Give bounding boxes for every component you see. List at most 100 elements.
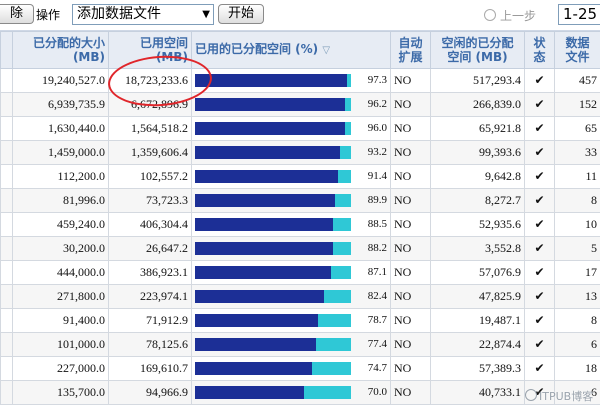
row-selector[interactable] bbox=[0, 164, 13, 189]
row-selector[interactable] bbox=[0, 332, 13, 357]
table-row[interactable]: 1,630,440.0 1,564,518.2 96.0 NO 65,921.8 ✔ 65 bbox=[0, 116, 600, 141]
usage-bar-fill bbox=[195, 386, 304, 399]
row-selector[interactable] bbox=[0, 260, 13, 285]
remove-button[interactable]: 除 bbox=[0, 4, 34, 24]
table-row[interactable]: 444,000.0 386,923.1 87.1 NO 57,076.9 ✔ 17 bbox=[0, 260, 600, 285]
table-row[interactable]: 271,800.0 223,974.1 82.4 NO 47,825.9 ✔ 13 bbox=[0, 284, 600, 309]
datafiles-cell[interactable]: 5 bbox=[554, 236, 600, 261]
row-selector[interactable] bbox=[0, 236, 13, 261]
column-header-used-space[interactable]: 已用空间 (MB) bbox=[108, 31, 192, 69]
page-range-select[interactable]: 1-25 bbox=[558, 4, 600, 25]
used-space-cell: 406,304.4 bbox=[108, 212, 192, 237]
column-header-datafiles[interactable]: 数据 文件 bbox=[554, 31, 600, 69]
free-allocated-cell: 266,839.0 bbox=[430, 92, 525, 117]
table-row[interactable]: 19,240,527.0 18,723,233.6 97.3 NO 517,293.4 ✔… bbox=[0, 68, 600, 93]
used-pct-value: 91.4 bbox=[367, 170, 387, 182]
free-allocated-title-1: 空闲的已分配 bbox=[441, 36, 514, 50]
table-row[interactable]: 101,000.0 78,125.6 77.4 NO 22,874.4 ✔ 6 bbox=[0, 332, 600, 357]
column-header-status[interactable]: 状 态 bbox=[524, 31, 555, 69]
start-button[interactable]: 开始 bbox=[218, 4, 264, 24]
check-icon: ✔ bbox=[534, 97, 545, 111]
datafiles-cell[interactable]: 33 bbox=[554, 140, 600, 165]
datafiles-cell[interactable]: 65 bbox=[554, 116, 600, 141]
table-row[interactable]: 135,700.0 94,966.9 70.0 NO 40,733.1 ✔ 6 bbox=[0, 380, 600, 405]
used-space-cell: 6,672,896.9 bbox=[108, 92, 192, 117]
status-cell: ✔ bbox=[524, 68, 555, 93]
used-pct-value: 82.4 bbox=[367, 290, 387, 302]
watermark-text: ITPUB博客 bbox=[539, 390, 594, 403]
column-header-auto-extend[interactable]: 自动 扩展 bbox=[390, 31, 431, 69]
table-row[interactable]: 91,400.0 71,912.9 78.7 NO 19,487.1 ✔ 8 bbox=[0, 308, 600, 333]
used-space-cell: 386,923.1 bbox=[108, 260, 192, 285]
row-selector[interactable] bbox=[0, 380, 13, 405]
column-header-allocated-size[interactable]: 已分配的大小 (MB) bbox=[12, 31, 109, 69]
prev-step-link[interactable]: 上一步 bbox=[484, 7, 536, 24]
auto-extend-title-1: 自动 bbox=[398, 36, 423, 50]
used-pct-value: 88.2 bbox=[367, 242, 387, 254]
row-selector[interactable] bbox=[0, 68, 13, 93]
used-space-cell: 1,359,606.4 bbox=[108, 140, 192, 165]
used-pct-value: 87.1 bbox=[367, 266, 387, 278]
datafiles-cell[interactable]: 457 bbox=[554, 68, 600, 93]
used-space-unit: (MB) bbox=[155, 50, 188, 64]
datafiles-cell[interactable]: 18 bbox=[554, 356, 600, 381]
check-icon: ✔ bbox=[534, 169, 545, 183]
row-selector[interactable] bbox=[0, 140, 13, 165]
free-allocated-cell: 99,393.6 bbox=[430, 140, 525, 165]
datafiles-cell[interactable]: 152 bbox=[554, 92, 600, 117]
check-icon: ✔ bbox=[534, 145, 545, 159]
check-icon: ✔ bbox=[534, 265, 545, 279]
check-icon: ✔ bbox=[534, 217, 545, 231]
datafiles-cell[interactable]: 17 bbox=[554, 260, 600, 285]
datafiles-cell[interactable]: 10 bbox=[554, 212, 600, 237]
row-selector[interactable] bbox=[0, 188, 13, 213]
allocated-size-cell: 1,459,000.0 bbox=[12, 140, 109, 165]
status-cell: ✔ bbox=[524, 140, 555, 165]
table-row[interactable]: 459,240.0 406,304.4 88.5 NO 52,935.6 ✔ 10 bbox=[0, 212, 600, 237]
used-pct-value: 77.4 bbox=[367, 338, 387, 350]
column-header-used-pct[interactable]: 已用的已分配空间 (%) ▽ bbox=[191, 31, 391, 69]
action-label: 操作 bbox=[36, 8, 61, 22]
status-cell: ✔ bbox=[524, 308, 555, 333]
used-pct-cell: 82.4 bbox=[191, 284, 391, 309]
table-row[interactable]: 6,939,735.9 6,672,896.9 96.2 NO 266,839.0 ✔ 15… bbox=[0, 92, 600, 117]
used-pct-cell: 88.2 bbox=[191, 236, 391, 261]
datafiles-cell[interactable]: 11 bbox=[554, 164, 600, 189]
allocated-size-cell: 444,000.0 bbox=[12, 260, 109, 285]
select-column-header bbox=[0, 31, 13, 69]
free-allocated-cell: 9,642.8 bbox=[430, 164, 525, 189]
datafiles-cell[interactable]: 13 bbox=[554, 284, 600, 309]
row-selector[interactable] bbox=[0, 284, 13, 309]
used-pct-cell: 93.2 bbox=[191, 140, 391, 165]
datafiles-cell[interactable]: 8 bbox=[554, 188, 600, 213]
table-row[interactable]: 1,459,000.0 1,359,606.4 93.2 NO 99,393.6 ✔ 33 bbox=[0, 140, 600, 165]
row-selector[interactable] bbox=[0, 356, 13, 381]
datafiles-cell[interactable]: 6 bbox=[554, 380, 600, 405]
row-selector[interactable] bbox=[0, 116, 13, 141]
row-selector[interactable] bbox=[0, 212, 13, 237]
usage-bar-fill bbox=[195, 338, 316, 351]
row-selector[interactable] bbox=[0, 92, 13, 117]
action-select-value: 添加数据文件 bbox=[77, 6, 161, 22]
table-row[interactable]: 30,200.0 26,647.2 88.2 NO 3,552.8 ✔ 5 bbox=[0, 236, 600, 261]
used-space-cell: 1,564,518.2 bbox=[108, 116, 192, 141]
table-row[interactable]: 227,000.0 169,610.7 74.7 NO 57,389.3 ✔ 18 bbox=[0, 356, 600, 381]
allocated-size-cell: 459,240.0 bbox=[12, 212, 109, 237]
row-selector[interactable] bbox=[0, 308, 13, 333]
table-row[interactable]: 81,996.0 73,723.3 89.9 NO 8,272.7 ✔ 8 bbox=[0, 188, 600, 213]
status-cell: ✔ bbox=[524, 212, 555, 237]
allocated-size-cell: 112,200.0 bbox=[12, 164, 109, 189]
used-pct-cell: 91.4 bbox=[191, 164, 391, 189]
used-pct-cell: 89.9 bbox=[191, 188, 391, 213]
sort-desc-icon[interactable]: ▽ bbox=[322, 45, 331, 56]
datafiles-cell[interactable]: 8 bbox=[554, 308, 600, 333]
used-pct-value: 93.2 bbox=[367, 146, 387, 158]
used-pct-cell: 88.5 bbox=[191, 212, 391, 237]
datafiles-cell[interactable]: 6 bbox=[554, 332, 600, 357]
status-cell: ✔ bbox=[524, 164, 555, 189]
used-pct-value: 96.2 bbox=[367, 98, 387, 110]
table-body: 19,240,527.0 18,723,233.6 97.3 NO 517,293.4 ✔… bbox=[0, 68, 600, 405]
column-header-free-allocated[interactable]: 空闲的已分配 空间 (MB) bbox=[430, 31, 525, 69]
action-select[interactable]: 添加数据文件 ▼ bbox=[72, 4, 214, 25]
table-row[interactable]: 112,200.0 102,557.2 91.4 NO 9,642.8 ✔ 11 bbox=[0, 164, 600, 189]
